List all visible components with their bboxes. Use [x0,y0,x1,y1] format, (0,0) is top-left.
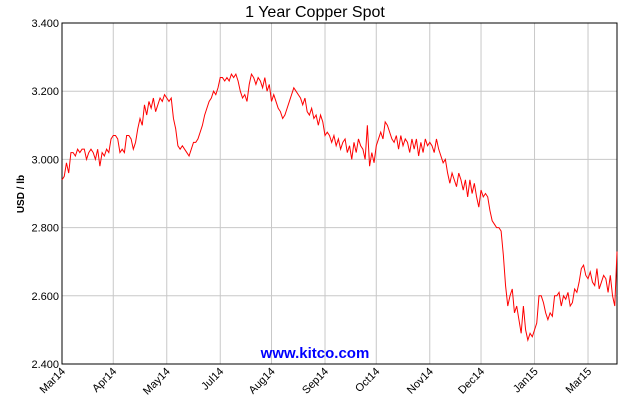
y-tick-label: 2.600 [31,291,59,303]
y-tick-label: 2.400 [31,359,59,371]
chart-title: 1 Year Copper Spot [245,4,385,21]
y-tick-label: 3.200 [31,86,59,98]
price-line [61,72,618,343]
y-tick-label: 2.800 [31,223,59,235]
y-tick-label: 3.000 [31,154,59,166]
annotation: www.kitco.com [260,345,370,362]
y-axis-label: USD / lb [16,175,27,213]
y-tick-label: 3.400 [31,18,59,30]
plot-border [61,22,618,365]
